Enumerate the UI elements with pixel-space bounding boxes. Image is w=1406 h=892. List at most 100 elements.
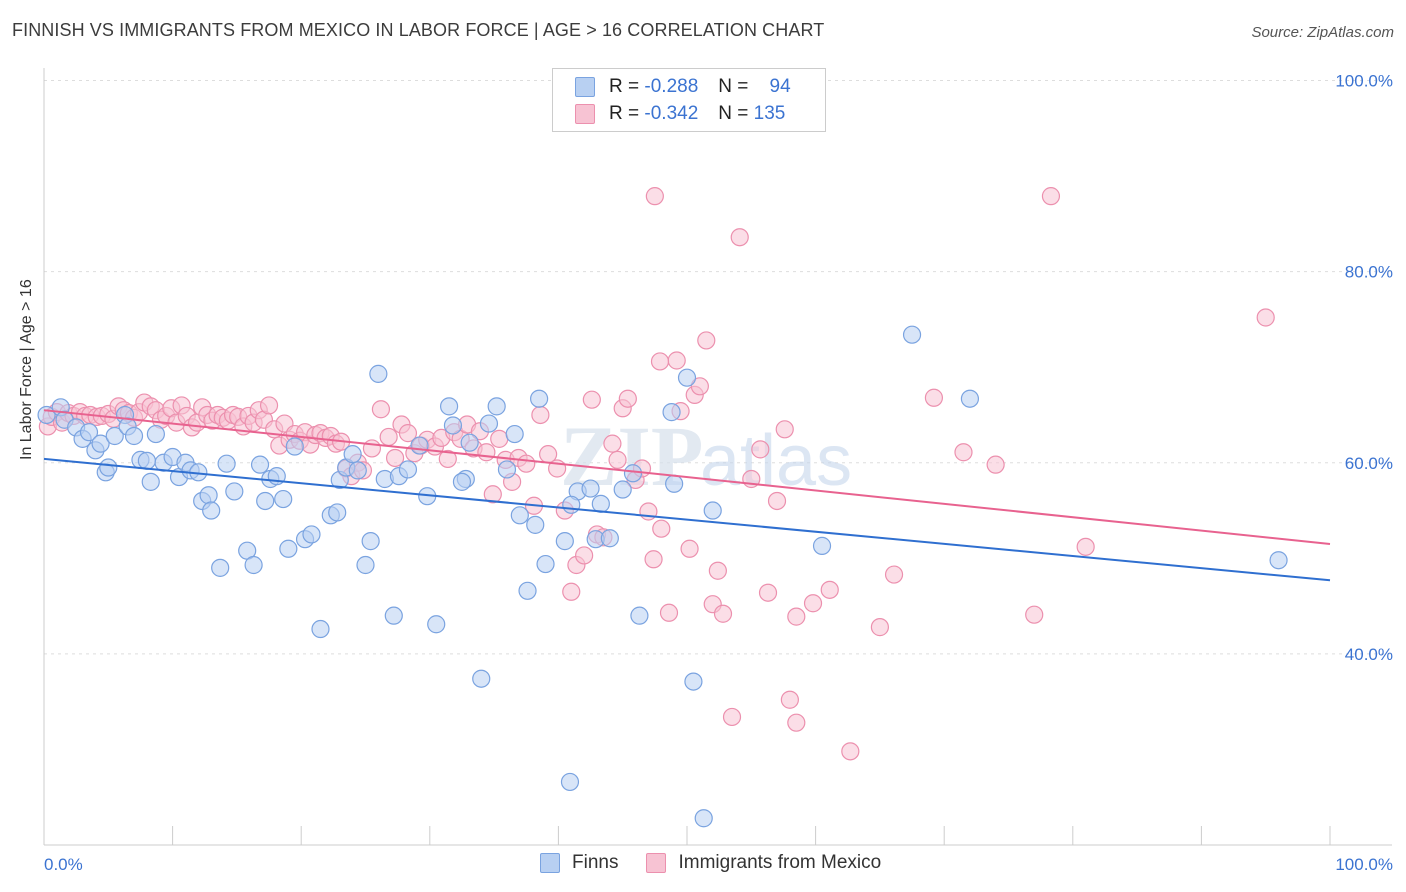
- y-tick-label: 80.0%: [1345, 263, 1393, 282]
- chart-title: FINNISH VS IMMIGRANTS FROM MEXICO IN LAB…: [12, 20, 825, 40]
- finns-point: [356, 555, 375, 575]
- mexico-point: [713, 604, 733, 623]
- mexico-point: [1076, 537, 1095, 556]
- finns-point: [472, 669, 491, 688]
- mexico-point: [259, 396, 279, 415]
- finns-point: [562, 495, 581, 514]
- mexico-point: [767, 491, 787, 511]
- mexico-point: [644, 550, 663, 569]
- legend-item-finns[interactable]: Finns: [540, 852, 618, 874]
- mexico-point: [787, 713, 806, 732]
- mexico-point: [820, 580, 839, 599]
- mexico-point: [680, 539, 699, 558]
- finns-point: [960, 389, 980, 408]
- mexico-point: [884, 565, 904, 584]
- mexico-point: [483, 485, 502, 504]
- legend-finns-label: Finns: [572, 852, 619, 873]
- y-tick-label: 100.0%: [1335, 72, 1393, 91]
- finns-point: [665, 474, 684, 493]
- finns-point: [536, 554, 555, 574]
- finns-point: [510, 506, 529, 525]
- finns-point: [662, 403, 681, 422]
- finns-point: [505, 424, 524, 444]
- mexico-point: [582, 390, 601, 409]
- finns-point: [443, 416, 463, 435]
- n-label: N =: [718, 103, 749, 124]
- finns-point: [256, 491, 275, 511]
- mexico-point: [603, 434, 622, 453]
- mexico-point: [562, 582, 581, 601]
- mexico-point: [730, 228, 749, 247]
- finns-point: [623, 464, 643, 483]
- mexico-point: [438, 449, 457, 469]
- mexico-point: [841, 742, 860, 761]
- finns-point: [452, 472, 472, 491]
- r-label: R =: [609, 76, 640, 97]
- finns-n-value: 94: [769, 76, 791, 97]
- finns-point: [684, 672, 703, 691]
- finns-point: [694, 809, 713, 828]
- mexico-n-value: 135: [753, 103, 786, 124]
- mexico-point: [690, 377, 709, 396]
- mexico-swatch: [575, 104, 595, 124]
- y-tick-label: 60.0%: [1345, 454, 1393, 473]
- series-finns: [37, 325, 1288, 828]
- mexico-point: [645, 187, 664, 206]
- finns-point: [361, 532, 380, 551]
- trend-line-mexico: [43, 409, 1331, 545]
- mexico-point: [697, 331, 716, 350]
- mexico-point: [780, 690, 799, 709]
- mexico-point: [775, 420, 794, 439]
- finns-point: [460, 433, 479, 452]
- finns-point: [591, 494, 610, 513]
- finns-point: [79, 423, 99, 442]
- finns-point: [105, 426, 124, 446]
- finns-point: [497, 460, 517, 479]
- mexico-point: [751, 440, 770, 459]
- mexico-point: [954, 443, 973, 462]
- finns-point: [581, 479, 600, 498]
- finns-point: [328, 503, 347, 522]
- finns-point: [348, 461, 367, 480]
- finns-point: [560, 772, 580, 792]
- mexico-point: [667, 351, 686, 370]
- finns-point: [369, 364, 388, 383]
- mexico-point: [385, 448, 405, 468]
- mexico-point: [1256, 308, 1275, 327]
- finns-point: [613, 480, 632, 499]
- mexico-point: [398, 424, 418, 443]
- mexico-point: [362, 439, 382, 458]
- finns-point: [279, 539, 298, 558]
- mexico-point: [758, 583, 778, 602]
- finns-point: [518, 581, 537, 600]
- finns-point: [302, 525, 321, 544]
- mexico-point: [1025, 605, 1044, 624]
- mexico-legend-swatch: [646, 853, 667, 873]
- finns-point: [1269, 551, 1288, 570]
- mexico-point: [803, 594, 823, 613]
- finns-point: [439, 397, 459, 416]
- finns-legend-swatch: [540, 853, 560, 873]
- mexico-point: [659, 603, 679, 622]
- y-axis-label: In Labor Force | Age > 16: [18, 279, 35, 460]
- finns-point: [902, 325, 922, 344]
- x-tick-label-max: 100.0%: [1335, 855, 1393, 874]
- trend-lines: [43, 409, 1331, 582]
- mexico-point: [575, 546, 594, 565]
- r-label: R =: [609, 103, 640, 124]
- mexico-point: [477, 443, 496, 462]
- finns-point: [487, 397, 506, 416]
- finns-swatch: [575, 77, 595, 97]
- finns-point: [530, 389, 549, 408]
- axes: [43, 68, 1392, 846]
- finns-point: [410, 436, 429, 455]
- legend-item-mexico[interactable]: Immigrants from Mexico: [646, 852, 881, 874]
- mexico-point: [531, 405, 550, 425]
- mexico-point: [652, 519, 671, 538]
- mexico-point: [371, 400, 391, 419]
- mexico-point: [986, 455, 1005, 474]
- mexico-point: [870, 618, 890, 637]
- mexico-point: [722, 707, 742, 727]
- n-label: N =: [718, 76, 749, 97]
